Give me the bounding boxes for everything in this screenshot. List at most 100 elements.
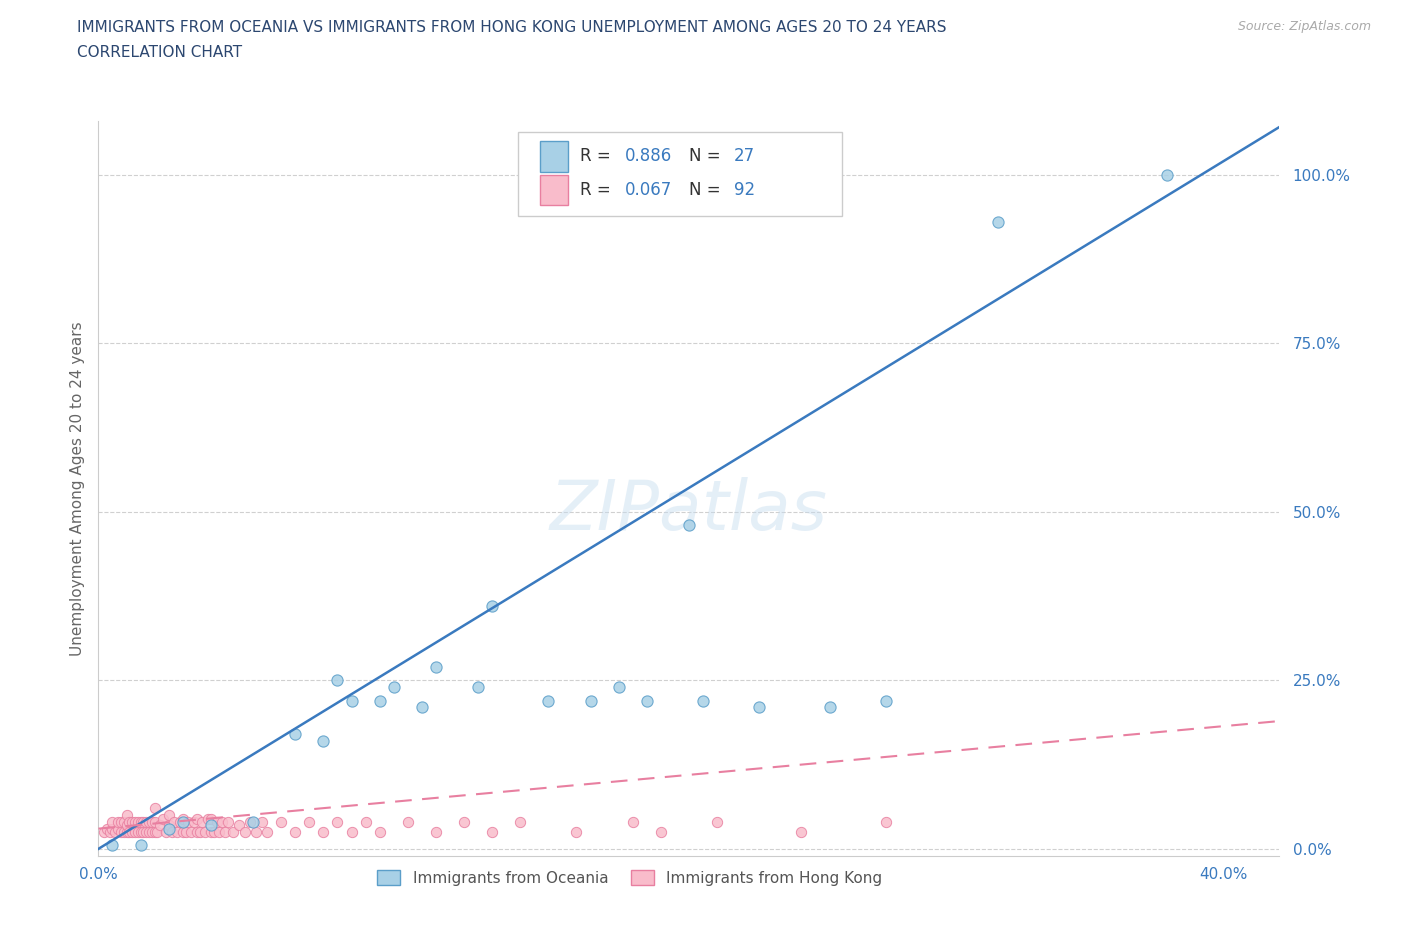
Legend: Immigrants from Oceania, Immigrants from Hong Kong: Immigrants from Oceania, Immigrants from… <box>371 864 889 892</box>
Point <box>678 518 700 533</box>
Point <box>621 815 644 830</box>
Point <box>425 825 447 840</box>
Y-axis label: Unemployment Among Ages 20 to 24 years: Unemployment Among Ages 20 to 24 years <box>69 321 84 656</box>
FancyBboxPatch shape <box>540 175 568 206</box>
Point <box>152 811 174 826</box>
Point <box>245 825 267 840</box>
Point <box>180 825 202 840</box>
Point <box>197 811 219 826</box>
Point <box>101 821 124 836</box>
Point <box>96 821 118 836</box>
Point <box>132 825 155 840</box>
Point <box>129 838 152 853</box>
Point <box>127 825 149 840</box>
Point <box>157 821 180 836</box>
Text: 92: 92 <box>734 181 755 199</box>
Point <box>118 815 141 830</box>
Text: CORRELATION CHART: CORRELATION CHART <box>77 45 242 60</box>
Point <box>326 673 349 688</box>
Point <box>579 693 602 708</box>
Point <box>132 815 155 830</box>
Point <box>121 815 143 830</box>
Point <box>214 825 236 840</box>
Text: R =: R = <box>581 147 616 166</box>
Point <box>467 680 489 695</box>
Point <box>163 815 186 830</box>
Point <box>129 825 152 840</box>
Point <box>692 693 714 708</box>
Point <box>200 817 222 832</box>
Text: IMMIGRANTS FROM OCEANIA VS IMMIGRANTS FROM HONG KONG UNEMPLOYMENT AMONG AGES 20 : IMMIGRANTS FROM OCEANIA VS IMMIGRANTS FR… <box>77 20 946 35</box>
Point <box>748 700 770 715</box>
Point <box>228 817 250 832</box>
Text: Source: ZipAtlas.com: Source: ZipAtlas.com <box>1237 20 1371 33</box>
Point <box>112 825 135 840</box>
Point <box>875 693 897 708</box>
Point <box>222 825 245 840</box>
Point <box>115 817 138 832</box>
Point <box>340 825 363 840</box>
Point <box>169 815 191 830</box>
Point <box>172 825 194 840</box>
Point <box>298 815 321 830</box>
Point <box>354 815 377 830</box>
Point <box>149 817 172 832</box>
Point <box>166 825 188 840</box>
Point <box>93 825 115 840</box>
Point <box>129 815 152 830</box>
Point <box>194 825 217 840</box>
Point <box>112 815 135 830</box>
Point <box>312 825 335 840</box>
Point <box>217 815 239 830</box>
Point <box>110 815 132 830</box>
Point <box>453 815 475 830</box>
Point <box>202 825 225 840</box>
Point <box>186 825 208 840</box>
Point <box>157 817 180 832</box>
Point <box>101 838 124 853</box>
Point <box>250 815 273 830</box>
Point <box>191 815 214 830</box>
Point <box>141 825 163 840</box>
Point <box>183 815 205 830</box>
Point <box>146 825 169 840</box>
Point <box>411 700 433 715</box>
Point <box>312 734 335 749</box>
Point <box>155 825 177 840</box>
Point <box>115 825 138 840</box>
Point <box>98 825 121 840</box>
Text: 0.067: 0.067 <box>626 181 672 199</box>
Point <box>239 815 262 830</box>
Point <box>242 815 264 830</box>
Point <box>124 825 146 840</box>
Point <box>565 825 588 840</box>
Point <box>118 825 141 840</box>
Point <box>115 808 138 823</box>
Point <box>135 815 157 830</box>
FancyBboxPatch shape <box>540 140 568 172</box>
Point <box>143 815 166 830</box>
Point <box>284 727 307 742</box>
Point <box>636 693 658 708</box>
Point <box>368 693 391 708</box>
Text: 27: 27 <box>734 147 755 166</box>
Point <box>706 815 728 830</box>
Point <box>121 825 143 840</box>
Point <box>104 825 127 840</box>
Point <box>107 821 129 836</box>
Point <box>141 815 163 830</box>
Point <box>607 680 630 695</box>
Point <box>127 815 149 830</box>
Point <box>143 801 166 816</box>
Point <box>987 215 1010 230</box>
Text: ZIPatlas: ZIPatlas <box>550 477 828 544</box>
Point <box>174 825 197 840</box>
Point <box>186 811 208 826</box>
Point <box>326 815 349 830</box>
Point <box>205 815 228 830</box>
Point <box>138 825 160 840</box>
Point <box>172 815 194 830</box>
Point <box>211 815 233 830</box>
Text: 0.886: 0.886 <box>626 147 672 166</box>
FancyBboxPatch shape <box>517 132 842 217</box>
